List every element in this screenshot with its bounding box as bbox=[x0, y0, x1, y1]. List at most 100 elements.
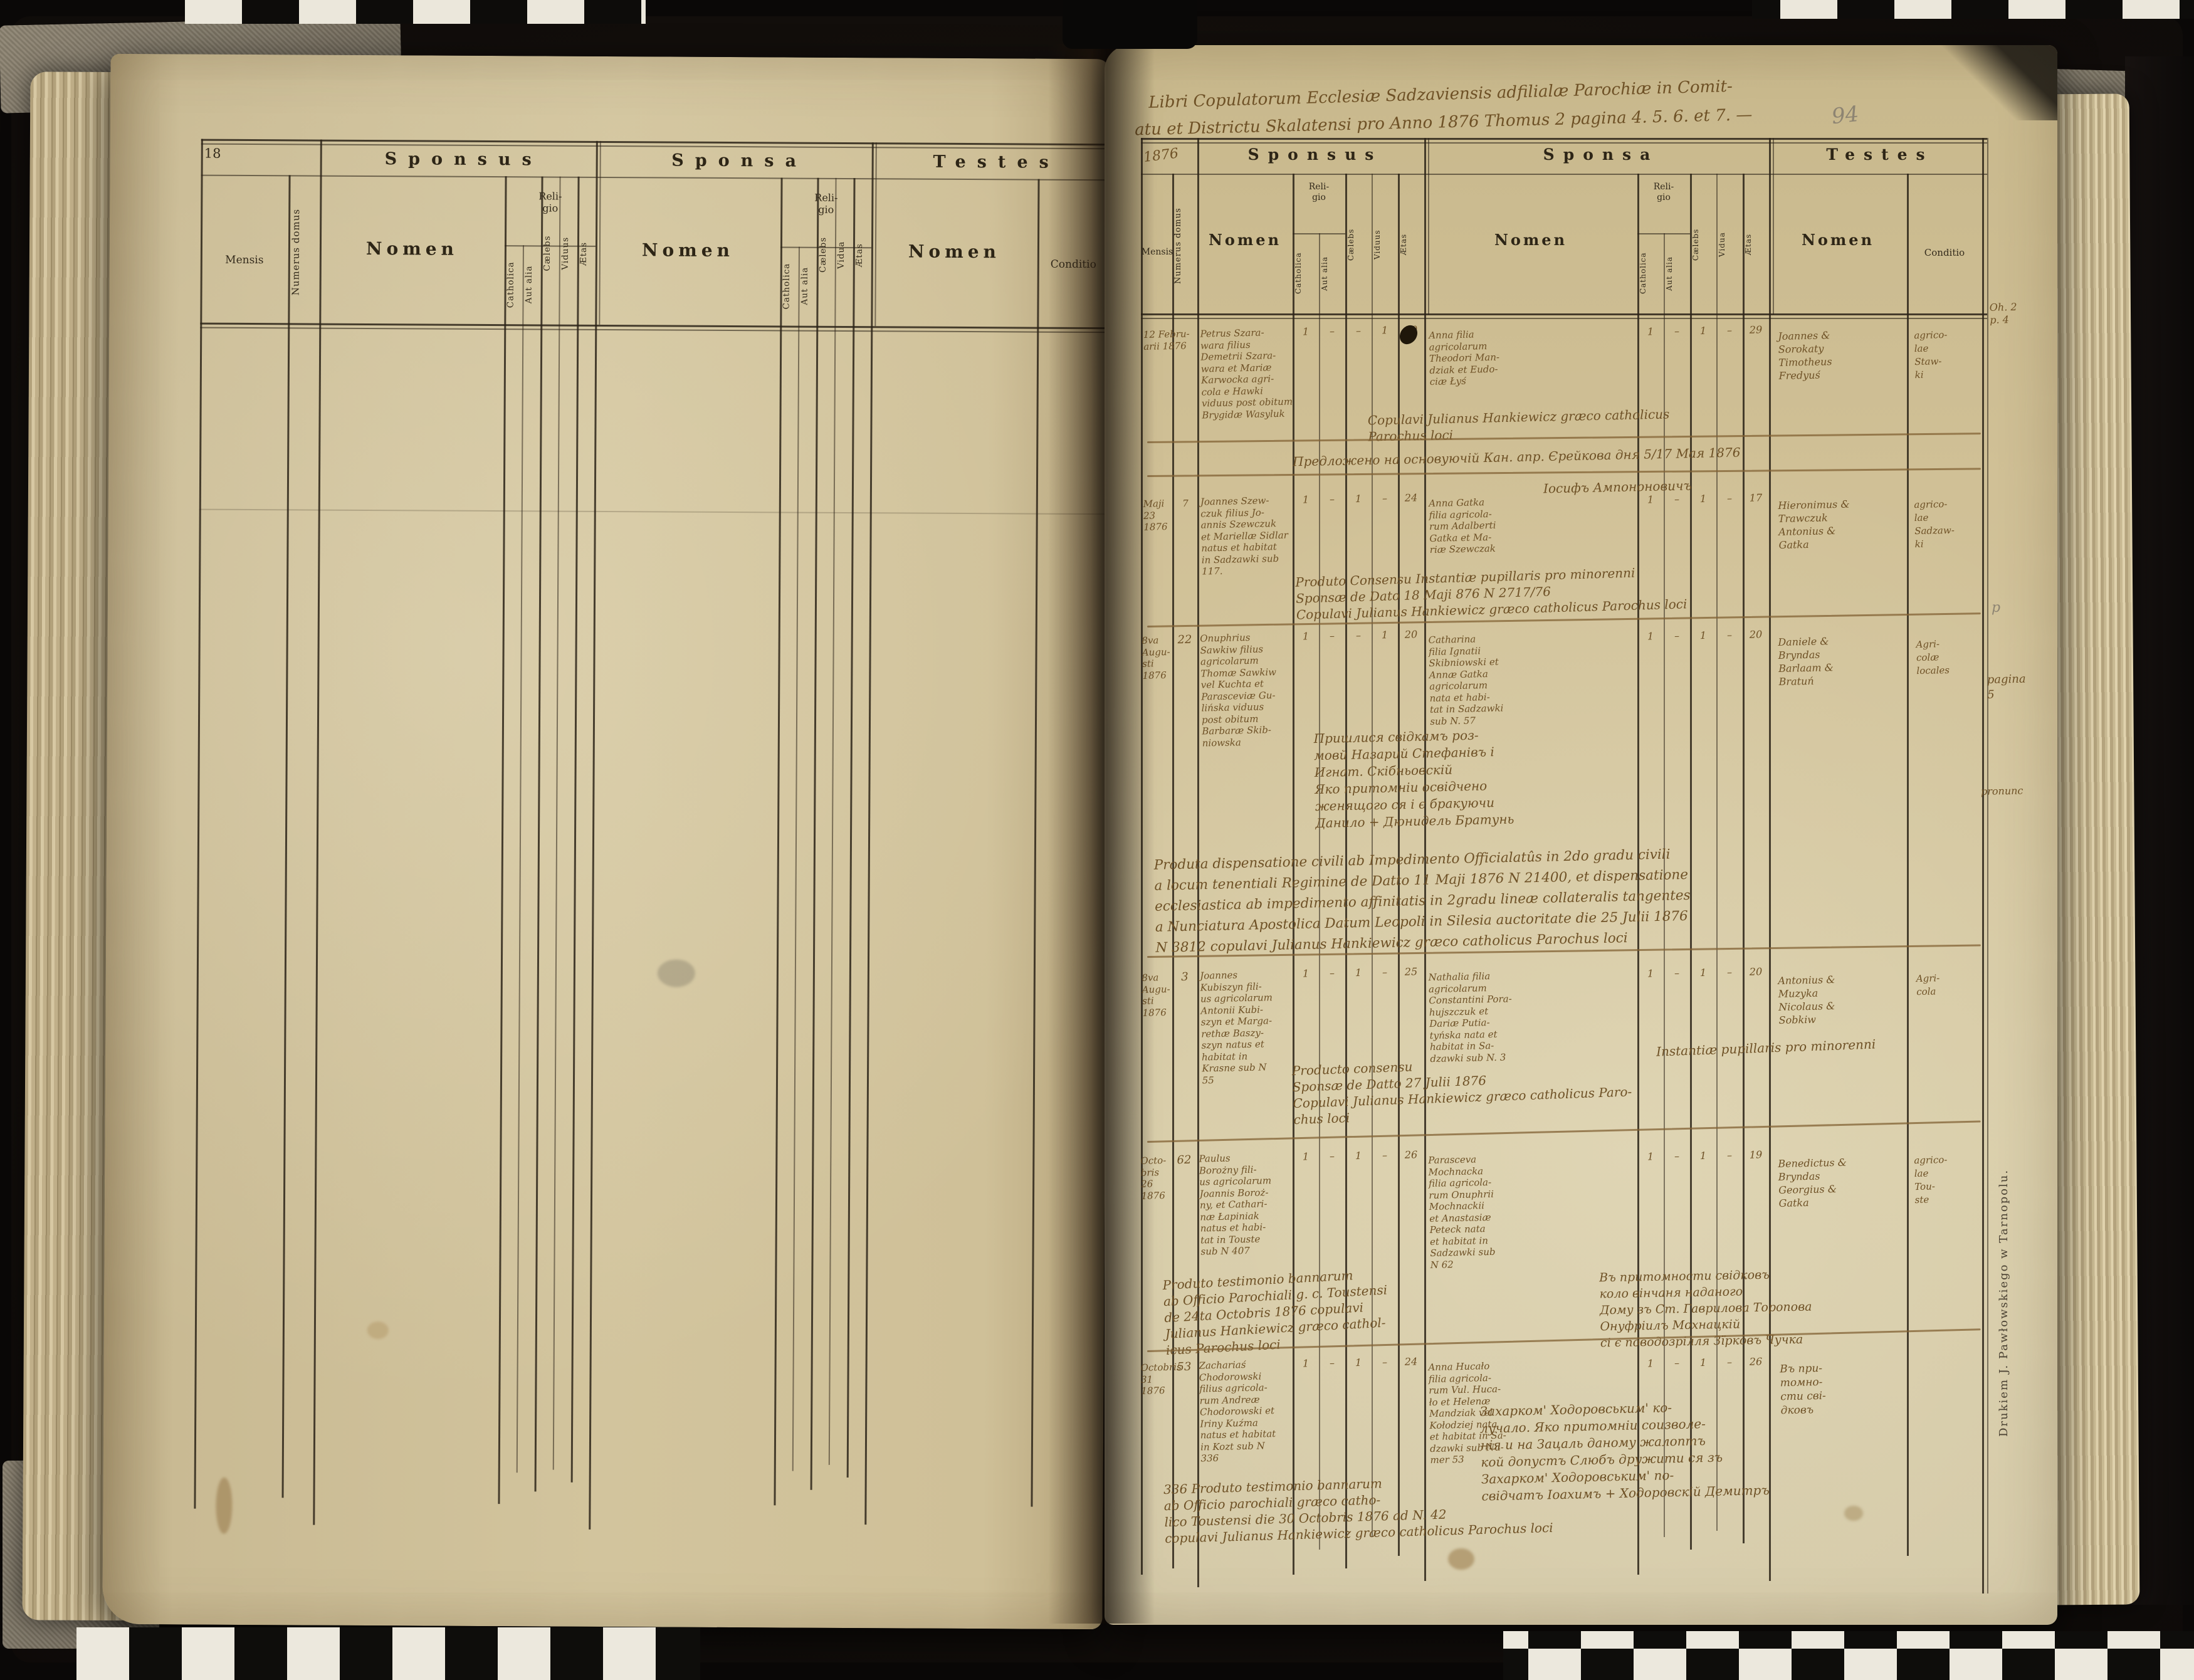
stat-aetas: 17 bbox=[1749, 491, 1763, 504]
column-line bbox=[1982, 138, 1984, 1593]
conditio-text: Agri- cola bbox=[1916, 972, 1940, 998]
stat-caelebs: – bbox=[1355, 629, 1362, 642]
conditio-text: Agri- colæ locales bbox=[1916, 638, 1950, 677]
header-nomen-sponsus: Nomen bbox=[365, 238, 459, 260]
column-line bbox=[1345, 174, 1347, 1568]
paper-stain bbox=[1448, 1548, 1474, 1570]
stat-aut-alia: – bbox=[1329, 967, 1335, 979]
header-vidua-sponsa: Vidua bbox=[1718, 232, 1726, 257]
stat-aetas: 20 bbox=[1749, 965, 1763, 978]
stat-catholica: 1 bbox=[1647, 967, 1654, 980]
stat-vidua: – bbox=[1726, 324, 1733, 337]
header-mensis: Mensis bbox=[225, 253, 264, 267]
sponsa-text: Catharina filia Ignatii Skibniowski et A… bbox=[1428, 633, 1504, 727]
stat-viduus: – bbox=[1382, 966, 1388, 979]
paper-stain bbox=[1844, 1506, 1863, 1521]
stat-aut-alia: – bbox=[1329, 1150, 1335, 1162]
header-aut-alia-sponsa: Aut alia bbox=[799, 267, 810, 306]
header-numerus-domus: Numerus domus bbox=[1173, 207, 1183, 284]
header-catholica-sponsus: Catholica bbox=[505, 261, 516, 308]
column-line bbox=[516, 245, 524, 1473]
stat-caelebs: 1 bbox=[1355, 966, 1362, 979]
header-aut-alia-sponsa: Aut alia bbox=[1665, 256, 1674, 291]
conditio-text: agrico- lae Sadzaw- ki bbox=[1914, 498, 1955, 550]
cyrillic-note: Пришлися свідкамъ роз- мовй Назарий Стеф… bbox=[1313, 727, 1514, 831]
column-line bbox=[1907, 174, 1909, 1556]
curled-page-corner bbox=[1919, 45, 2057, 120]
stat-caelebs: 1 bbox=[1699, 966, 1707, 979]
stat-viduus: – bbox=[1382, 1149, 1388, 1162]
stat-viduus: 1 bbox=[1381, 324, 1388, 337]
right-page: Libri Copulatorum Ecclesiæ Sadzaviensis … bbox=[1105, 45, 2057, 1625]
sponsus-text: Onuphrius Sawkiw filius agricolarum Thom… bbox=[1200, 631, 1277, 749]
dispensation-note: Produta dispensatione civili ab Impedime… bbox=[1153, 846, 1691, 956]
rule-line bbox=[1141, 142, 1987, 144]
header-conditio: Conditio bbox=[1924, 247, 1965, 258]
group-header-sponsus: Sponsus bbox=[1247, 145, 1383, 164]
sponsa-stats: 1 – 1 – 20 bbox=[1637, 628, 1769, 643]
stat-viduus: – bbox=[1382, 1356, 1388, 1368]
stat-aetas: 25 bbox=[1404, 965, 1418, 978]
stat-catholica: 1 bbox=[1302, 1150, 1310, 1163]
column-line bbox=[1293, 174, 1294, 1575]
testes-text: Benedictus & Bryndas Georgius & Gatka bbox=[1778, 1156, 1847, 1209]
column-line bbox=[1197, 138, 1199, 1587]
stat-aetas: 24 bbox=[1404, 1355, 1418, 1368]
column-line bbox=[774, 177, 783, 1506]
stat-caelebs: – bbox=[1355, 324, 1362, 337]
header-viduus-sponsus: Viduus bbox=[560, 237, 571, 271]
book-spine-tab bbox=[1063, 0, 1197, 49]
column-line bbox=[313, 139, 322, 1525]
stat-catholica: 1 bbox=[1302, 493, 1310, 506]
column-line bbox=[281, 175, 291, 1498]
header-nomen-sponsus: Nomen bbox=[1208, 231, 1282, 249]
entry-house-number: 53 bbox=[1177, 1360, 1192, 1374]
column-line bbox=[570, 176, 580, 1483]
conditio-text: agrico- lae Staw- ki bbox=[1914, 328, 1948, 381]
column-line bbox=[552, 176, 561, 1470]
sponsa-text: Parasceva Mochnacka filia agricola- rum … bbox=[1428, 1153, 1496, 1271]
paper-stain bbox=[367, 1321, 389, 1340]
stat-aut-alia: – bbox=[1674, 629, 1680, 642]
stat-viduus: 1 bbox=[1381, 629, 1388, 641]
stat-aut-alia: – bbox=[1674, 967, 1680, 979]
entry-house-number: 7 bbox=[1182, 497, 1189, 510]
entry-house-number: 22 bbox=[1177, 633, 1192, 647]
stat-aetas: 29 bbox=[1749, 323, 1763, 336]
stat-catholica: 1 bbox=[1647, 630, 1654, 643]
stat-aetas: 19 bbox=[1749, 1148, 1763, 1161]
column-line bbox=[1172, 174, 1174, 1568]
printer-credit: Drukiem J. Pawłowskiego w Tarnopolu. bbox=[1997, 1168, 2010, 1437]
header-religio-sponsa: Reli- gio bbox=[1653, 182, 1674, 202]
header-nomen-sponsa: Nomen bbox=[1494, 231, 1568, 249]
testes-text: Antonius & Muzyka Nicolaus & Sobkiw bbox=[1778, 974, 1835, 1026]
stat-aut-alia: – bbox=[1329, 325, 1335, 337]
column-line bbox=[589, 140, 598, 1530]
stat-vidua: – bbox=[1726, 1149, 1733, 1162]
margin-note: Oh. 2 p. 4 bbox=[1989, 300, 2017, 326]
marriage-note: Producto consensu Sponsæ de Datto 27 Jul… bbox=[1291, 1059, 1632, 1128]
sponsus-text: Petrus Szara- wara filius Demetrii Szara… bbox=[1200, 327, 1293, 421]
marriage-note: 336 Produto testimonio bannarum ab Offic… bbox=[1163, 1476, 1553, 1546]
rule-line bbox=[1141, 313, 1987, 315]
header-nomen-testes: Nomen bbox=[1801, 231, 1875, 249]
left-page: 18 Sponsus Sponsa Testes Mensis Numerus … bbox=[102, 53, 1111, 1630]
stat-catholica: 1 bbox=[1647, 493, 1654, 506]
sponsus-stats: 1 – – 1 20 bbox=[1293, 628, 1424, 643]
header-numerus-domus: Numerus domus bbox=[290, 209, 302, 296]
header-aut-alia-sponsus: Aut alia bbox=[523, 265, 534, 304]
calibration-checker-strip-top-left bbox=[185, 0, 646, 24]
group-header-sponsa: Sponsa bbox=[1543, 145, 1659, 164]
column-line bbox=[498, 176, 507, 1504]
sponsus-stats: 1 – 1 – 25 bbox=[1293, 965, 1424, 980]
stat-aetas: 26 bbox=[1749, 1355, 1763, 1368]
stat-aut-alia: – bbox=[1674, 1150, 1680, 1162]
entry-house-number: 62 bbox=[1177, 1153, 1192, 1167]
column-line bbox=[534, 176, 543, 1492]
stat-aetas: 26 bbox=[1404, 1148, 1418, 1161]
header-caelebs-sponsus: Cælebs bbox=[1346, 228, 1355, 261]
header-aetas-sponsa: Ætas bbox=[854, 243, 865, 268]
entry-separator bbox=[1147, 1120, 1981, 1143]
stat-caelebs: 1 bbox=[1355, 1356, 1362, 1369]
stat-catholica: 1 bbox=[1647, 325, 1654, 338]
